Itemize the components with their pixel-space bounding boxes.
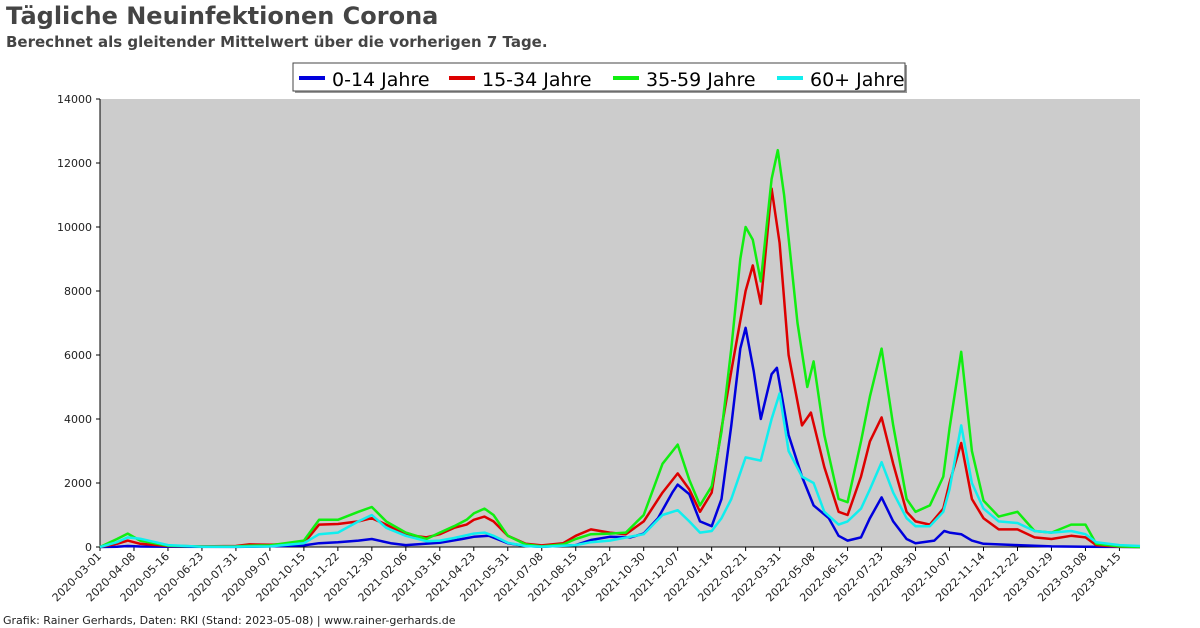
series-line-1 — [99, 326, 1141, 549]
footer-credits: Grafik: Rainer Gerhards, Daten: RKI (Sta… — [3, 614, 456, 627]
chart-subtitle: Berechnet als gleitender Mittelwert über… — [6, 33, 548, 51]
legend-label-2: 15-34 Jahre — [482, 69, 592, 91]
legend-label-3: 35-59 Jahre — [646, 69, 756, 91]
chart-title: Tägliche Neuinfektionen Corona — [6, 2, 439, 30]
y-tick-label: 6000 — [64, 349, 92, 362]
y-tick-label: 4000 — [64, 413, 92, 426]
plot-area — [100, 99, 1140, 547]
series-line-3 — [99, 148, 1141, 549]
y-tick-label: 10000 — [57, 221, 92, 234]
y-tick-label: 12000 — [57, 157, 92, 170]
legend-label-1: 0-14 Jahre — [332, 69, 430, 91]
y-tick-label: 2000 — [64, 477, 92, 490]
series-line-4 — [99, 392, 1141, 549]
legend-label-4: 60+ Jahre — [810, 69, 905, 91]
y-tick-label: 14000 — [57, 93, 92, 106]
y-tick-label: 8000 — [64, 285, 92, 298]
y-tick-label: 0 — [85, 541, 92, 554]
